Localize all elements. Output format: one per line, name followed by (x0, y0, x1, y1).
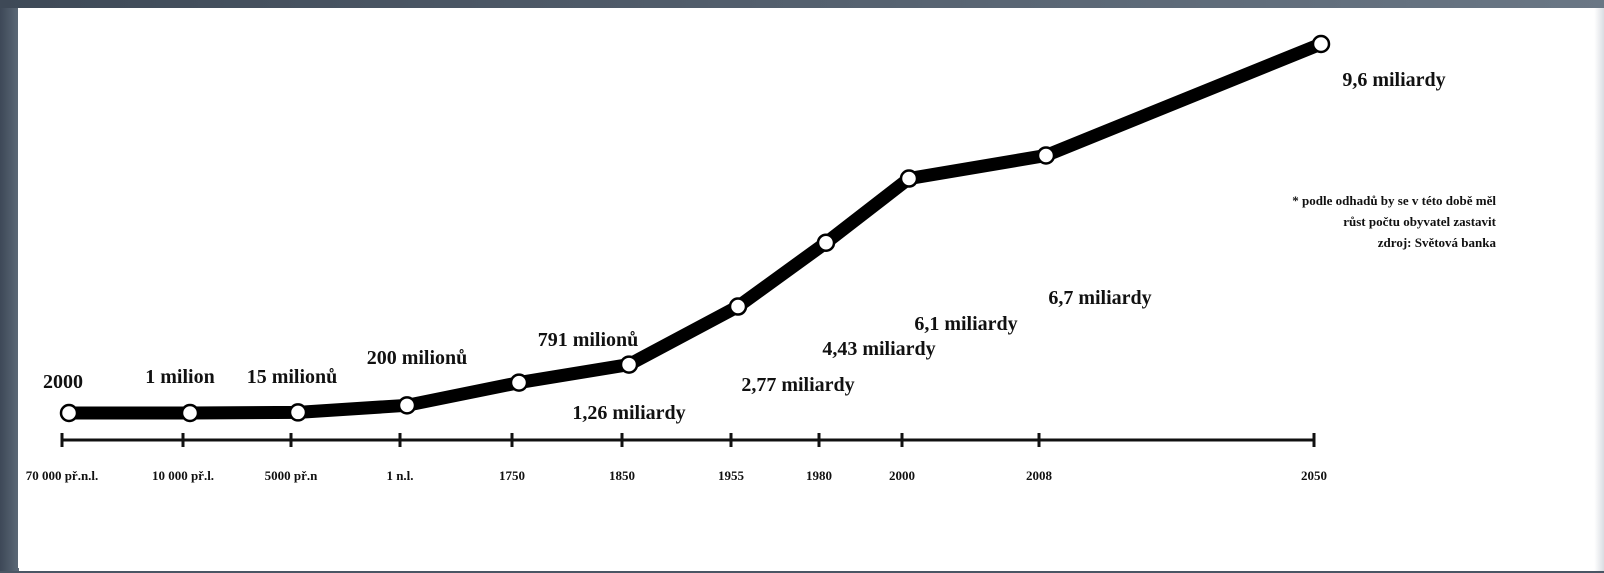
data-point (619, 355, 639, 374)
population-chart: 2000 1 milion 15 milionů 200 milionů 791 mil… (26, 34, 1497, 483)
x-tick-label: 1980 (806, 468, 832, 483)
x-tick-label: 1 n.l. (386, 468, 413, 483)
data-point (816, 233, 836, 252)
x-tick-label: 10 000 př.l. (152, 468, 214, 483)
data-label: 4,43 miliardy (822, 338, 935, 360)
data-point (1036, 146, 1056, 165)
top-border (0, 0, 1604, 8)
data-label: 1,26 miliardy (572, 402, 685, 424)
chart-canvas: 2000 1 milion 15 milionů 200 milionů 791 mil… (18, 8, 1594, 568)
data-label: 6,7 miliardy (1048, 287, 1151, 309)
data-label: 791 milionů (538, 329, 639, 351)
x-tick-label: 5000 př.n (265, 468, 319, 483)
data-labels: 2000 1 milion 15 milionů 200 milionů 791 mil… (43, 69, 1446, 424)
data-label: 1 milion (145, 366, 214, 388)
population-line (68, 37, 1324, 420)
data-label: 2,77 miliardy (741, 374, 854, 396)
x-tick-label: 2000 (889, 468, 915, 483)
x-tick-label: 1850 (609, 468, 635, 483)
data-points (59, 34, 1331, 423)
data-label: 2000 (43, 371, 83, 393)
data-label: 6,1 miliardy (914, 313, 1017, 335)
annotation-line-2: růst počtu obyvatel zastavit (1343, 214, 1496, 229)
x-axis (60, 433, 1316, 447)
data-point (899, 169, 919, 188)
data-point (288, 403, 308, 422)
annotation-line-1: * podle odhadů by se v této době měl (1292, 193, 1496, 208)
x-tick-label: 1955 (718, 468, 745, 483)
data-point (180, 403, 200, 423)
x-tick-label: 2050 (1301, 468, 1327, 483)
data-point (509, 373, 529, 392)
data-label: 15 milionů (247, 366, 338, 388)
x-tick-label: 70 000 př.n.l. (26, 468, 99, 483)
data-label: 200 milionů (367, 347, 468, 369)
x-tick-label: 2008 (1026, 468, 1053, 483)
tick-labels: 70 000 př.n.l. 10 000 př.l. 5000 př.n 1 n.l… (26, 468, 1327, 483)
data-point (397, 396, 417, 415)
data-label: 9,6 miliardy (1342, 69, 1445, 91)
series-line (68, 37, 1324, 420)
data-point (728, 297, 748, 316)
x-tick-label: 1750 (499, 468, 525, 483)
annotation-line-3: zdroj: Světová banka (1378, 235, 1497, 250)
data-point (59, 403, 79, 423)
data-point (1311, 34, 1331, 54)
